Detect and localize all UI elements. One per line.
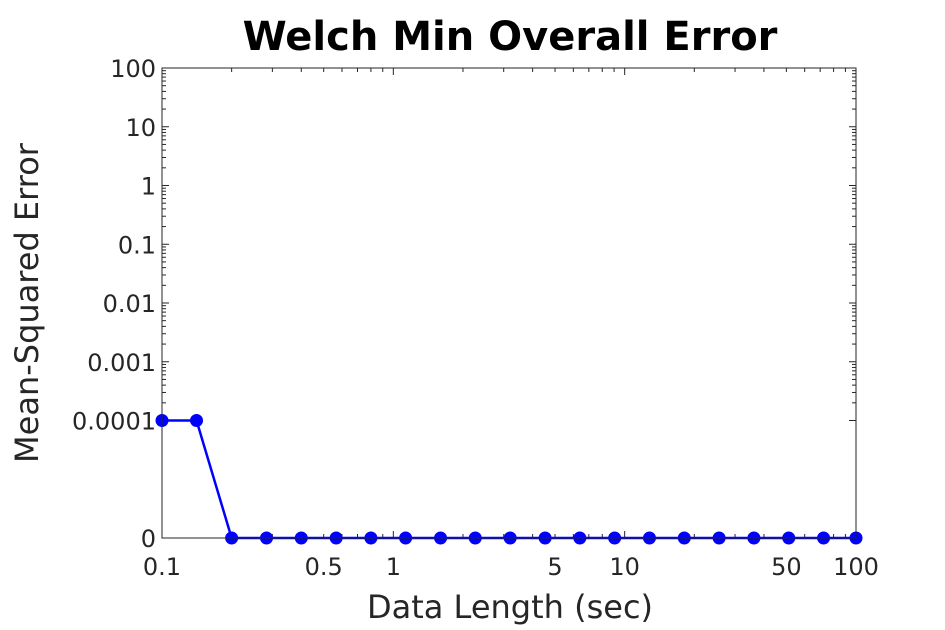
y-tick-label: 0.01 [103,290,156,318]
data-point [190,414,204,427]
y-tick-label: 10 [125,114,156,142]
x-tick-label: 0.5 [305,553,343,581]
plot-frame [161,67,857,539]
plot-area [162,68,856,538]
y-tick-label: 100 [110,55,156,83]
y-tick-label: 0.0001 [72,408,156,436]
y-tick-labels: 0 0.0001 0.001 0.01 0.1 1 10 100 [72,55,156,553]
x-tick-label: 50 [771,553,802,581]
x-tick-label: 5 [547,553,562,581]
x-tick-label: 1 [386,553,401,581]
y-tick-label: 0.001 [87,349,156,377]
x-axis-label: Data Length (sec) [367,588,653,626]
y-tick-label: 0.1 [118,231,156,259]
x-tick-label: 0.1 [143,553,181,581]
y-tick-label: 1 [141,173,156,201]
x-tick-label: 100 [833,553,879,581]
chart-title: Welch Min Overall Error [243,14,778,60]
x-tick-label: 10 [609,553,640,581]
y-tick-label: 0 [141,525,156,553]
x-tick-labels: 0.1 0.5 1 5 10 50 100 [143,553,879,581]
y-axis-label: Mean-Squared Error [8,142,46,463]
